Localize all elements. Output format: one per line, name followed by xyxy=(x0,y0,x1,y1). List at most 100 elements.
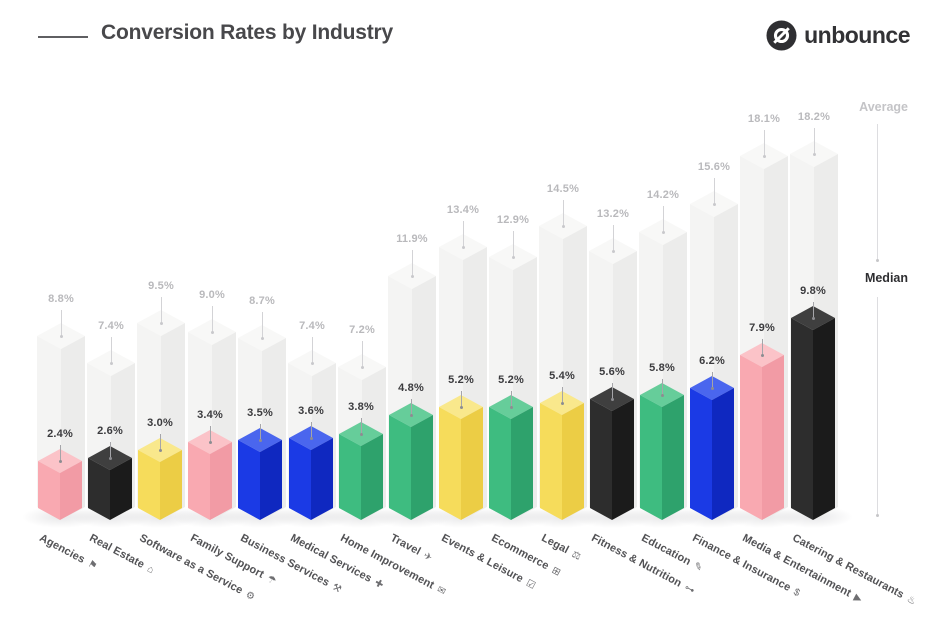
bar-right-face xyxy=(260,440,282,520)
bar-right-face xyxy=(762,355,784,520)
value-connector-dot xyxy=(159,449,162,452)
value-connector-dot xyxy=(561,402,564,405)
average-value-label: 18.1% xyxy=(747,113,781,125)
median-value-label: 4.8% xyxy=(398,382,424,394)
average-value-label: 8.8% xyxy=(48,293,74,305)
value-connector-dot xyxy=(562,225,565,228)
value-connector-dot xyxy=(462,246,465,249)
bar-right-face xyxy=(210,442,232,520)
bar-left-face xyxy=(188,442,210,520)
gear-icon: ⚙ xyxy=(243,589,257,604)
food-icon: ♨ xyxy=(904,593,918,608)
unbounce-logo-icon xyxy=(766,20,797,51)
briefcase-icon: ⚒ xyxy=(330,581,344,596)
average-value-label: 7.4% xyxy=(98,320,124,332)
value-connector-dot xyxy=(763,155,766,158)
value-connector-dot xyxy=(713,203,716,206)
average-value-label: 13.2% xyxy=(596,208,630,220)
value-connector-line xyxy=(311,422,312,438)
median-value-label: 6.2% xyxy=(699,355,725,367)
value-connector-dot xyxy=(109,457,112,460)
value-connector-dot xyxy=(662,231,665,234)
category-label-text: Home Improvement xyxy=(338,532,437,592)
value-connector-dot xyxy=(360,433,363,436)
bar-left-face xyxy=(88,458,110,520)
value-connector-dot xyxy=(812,317,815,320)
value-connector-line xyxy=(412,250,413,276)
average-value-label: 7.4% xyxy=(299,320,325,332)
bar-left-face xyxy=(38,461,60,520)
bar-right-face xyxy=(110,458,132,520)
value-connector-line xyxy=(712,372,713,388)
bar-left-face xyxy=(740,355,762,520)
megaphone-icon: ⚑ xyxy=(85,558,99,573)
house-icon: ⌂ xyxy=(145,563,156,577)
value-connector-line xyxy=(813,302,814,318)
bar-left-face xyxy=(791,318,813,520)
value-connector-line xyxy=(60,445,61,461)
value-connector-dot xyxy=(410,414,413,417)
title-dash xyxy=(38,36,88,38)
value-connector-line xyxy=(262,312,263,338)
value-connector-dot xyxy=(60,335,63,338)
bar-median xyxy=(791,306,835,520)
value-connector-dot xyxy=(512,256,515,259)
value-connector-dot xyxy=(361,366,364,369)
value-connector-line xyxy=(61,310,62,336)
value-connector-dot xyxy=(261,337,264,340)
value-connector-line xyxy=(762,339,763,355)
median-value-label: 5.2% xyxy=(448,374,474,386)
value-connector-line xyxy=(613,225,614,251)
value-connector-dot xyxy=(311,362,314,365)
value-connector-line xyxy=(161,297,162,323)
value-connector-dot xyxy=(411,275,414,278)
bar-median xyxy=(289,426,333,520)
value-connector-line xyxy=(260,424,261,440)
value-connector-line xyxy=(562,387,563,403)
value-connector-dot xyxy=(310,437,313,440)
value-connector-line xyxy=(411,399,412,415)
plane-icon: ✈ xyxy=(421,550,435,565)
bar-right-face xyxy=(361,434,383,520)
value-connector-line xyxy=(463,221,464,247)
category-label-text: Travel xyxy=(388,532,423,558)
value-connector-line xyxy=(110,442,111,458)
bar-right-face xyxy=(562,403,584,520)
bar-right-face xyxy=(813,318,835,520)
value-connector-dot xyxy=(259,439,262,442)
medical-icon: ✚ xyxy=(372,577,386,592)
bar-right-face xyxy=(612,399,634,520)
median-value-label: 2.6% xyxy=(97,425,123,437)
bar-left-face xyxy=(540,403,562,520)
category-label-text: Events & Leisure xyxy=(439,532,526,586)
legend-median-line xyxy=(876,297,879,517)
value-connector-line xyxy=(563,200,564,226)
category-label-text: Fitness & Nutrition xyxy=(589,532,684,590)
category-label-text: Agencies xyxy=(37,532,87,566)
bar-right-face xyxy=(160,450,182,520)
value-connector-dot xyxy=(813,153,816,156)
value-connector-line xyxy=(814,128,815,154)
bar-median xyxy=(489,395,533,520)
value-connector-dot xyxy=(110,362,113,365)
value-connector-dot xyxy=(711,387,714,390)
bar-left-face xyxy=(289,438,311,520)
bar-right-face xyxy=(511,407,533,520)
median-value-label: 2.4% xyxy=(47,428,73,440)
legend-median-label: Median xyxy=(864,271,908,285)
value-connector-line xyxy=(663,206,664,232)
value-connector-dot xyxy=(211,331,214,334)
bar-left-face xyxy=(238,440,260,520)
median-value-label: 5.2% xyxy=(498,374,524,386)
value-connector-dot xyxy=(460,406,463,409)
unbounce-logo-text: unbounce xyxy=(804,22,910,48)
value-connector-line xyxy=(212,306,213,332)
median-value-label: 5.4% xyxy=(549,370,575,382)
average-value-label: 11.9% xyxy=(396,233,428,245)
bar-median xyxy=(38,449,82,520)
value-connector-line xyxy=(312,337,313,363)
value-connector-dot xyxy=(761,354,764,357)
bar-right-face xyxy=(712,388,734,520)
median-value-label: 7.9% xyxy=(749,322,775,334)
value-connector-dot xyxy=(661,394,664,397)
